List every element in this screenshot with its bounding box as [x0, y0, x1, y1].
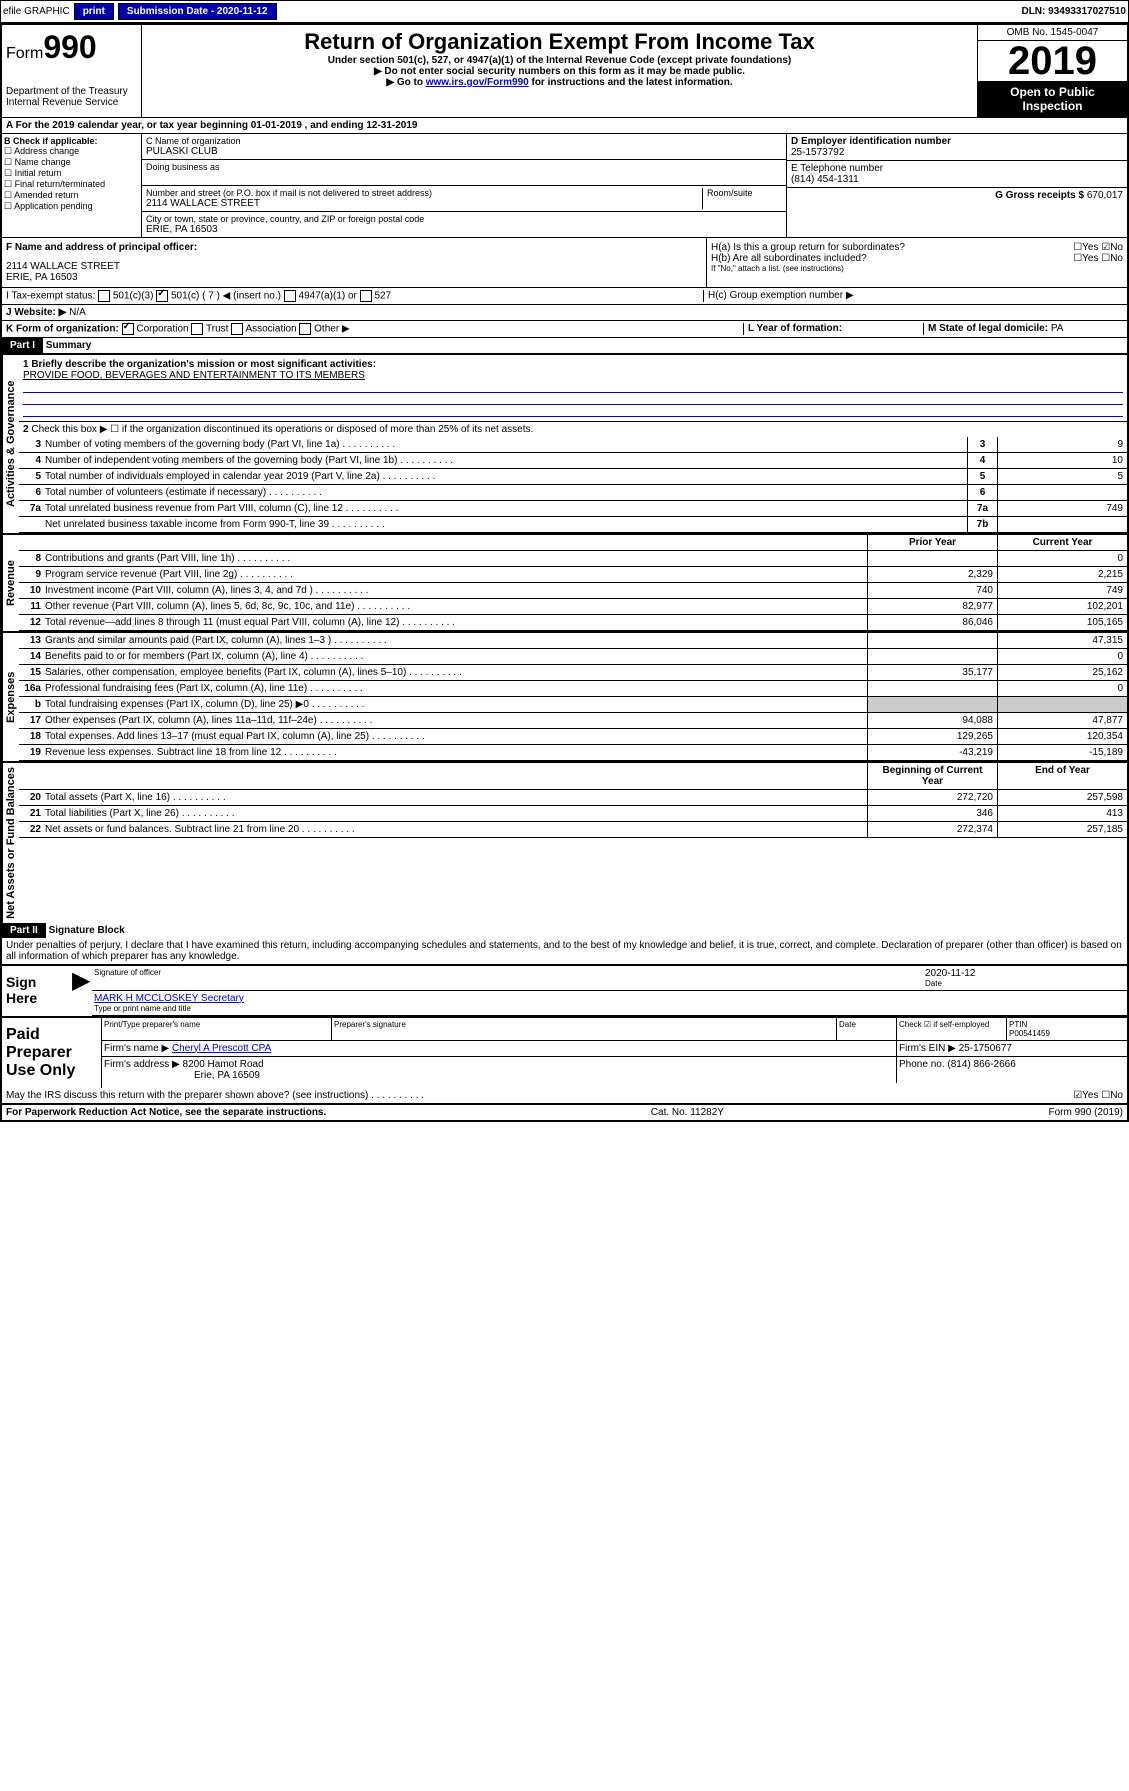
form-number: Form990 — [6, 29, 137, 66]
org-name-label: C Name of organization — [146, 136, 782, 146]
phone-value: (814) 454-1311 — [791, 174, 1123, 185]
print-button[interactable]: print — [74, 3, 114, 20]
city-label: City or town, state or province, country… — [146, 214, 782, 224]
gross-value: 670,017 — [1087, 190, 1123, 201]
paid-preparer: Paid Preparer Use Only Print/Type prepar… — [2, 1016, 1127, 1088]
section-i: I Tax-exempt status: 501(c)(3) 501(c) ( … — [2, 288, 1127, 305]
cb-assoc[interactable] — [231, 323, 243, 335]
cb-4947[interactable] — [284, 290, 296, 302]
sign-here-label: Sign Here — [2, 966, 72, 1016]
section-klm: K Form of organization: Corporation Trus… — [2, 321, 1127, 338]
ein-label: D Employer identification number — [791, 136, 1123, 147]
state-domicile: M State of legal domicile: PA — [923, 323, 1123, 335]
officer-name: MARK H MCCLOSKEY Secretary — [94, 993, 244, 1004]
form990-link[interactable]: www.irs.gov/Form990 — [426, 77, 529, 88]
section-j: J Website: ▶ N/A — [2, 305, 1127, 321]
org-name: PULASKI CLUB — [146, 146, 782, 157]
hc-row: H(c) Group exemption number ▶ — [703, 290, 1123, 302]
hb-row: H(b) Are all subordinates included? ☐Yes… — [711, 253, 1123, 264]
dln: DLN: 93493317027510 — [1021, 6, 1126, 17]
tax-year: 2019 — [978, 41, 1127, 81]
org-city: ERIE, PA 16503 — [146, 224, 782, 235]
dept-treasury: Department of the Treasury — [6, 86, 137, 97]
part1-header: Part I Summary — [2, 338, 1127, 354]
signature-block: Sign Here ▶ Signature of officer 2020-11… — [2, 964, 1127, 1016]
subtitle-1: Under section 501(c), 527, or 4947(a)(1)… — [146, 55, 973, 66]
cb-other[interactable] — [299, 323, 311, 335]
open-public: Open to Public Inspection — [978, 81, 1127, 117]
org-address: 2114 WALLACE STREET — [146, 198, 702, 209]
cb-501c[interactable] — [156, 290, 168, 302]
addr-label: Number and street (or P.O. box if mail i… — [146, 188, 702, 198]
form-header: Form990 Department of the Treasury Inter… — [2, 25, 1127, 118]
officer-addr1: 2114 WALLACE STREET — [6, 261, 702, 272]
irs-label: Internal Revenue Service — [6, 97, 137, 108]
cb-corp[interactable] — [122, 323, 134, 335]
officer-addr2: ERIE, PA 16503 — [6, 272, 702, 283]
cb-527[interactable] — [360, 290, 372, 302]
cb-trust[interactable] — [191, 323, 203, 335]
top-bar: efile GRAPHIC print Submission Date - 20… — [0, 0, 1129, 23]
dba-label: Doing business as — [146, 162, 782, 172]
subtitle-2: ▶ Do not enter social security numbers o… — [146, 66, 973, 77]
firm-name: Cheryl A Prescott CPA — [172, 1043, 271, 1054]
room-label: Room/suite — [707, 188, 782, 198]
form-container: Form990 Department of the Treasury Inter… — [0, 23, 1129, 1122]
cb-amended[interactable]: ☐ Amended return — [4, 190, 139, 201]
officer-label: F Name and address of principal officer: — [6, 242, 702, 253]
submission-date: Submission Date - 2020-11-12 — [118, 3, 277, 20]
cb-name[interactable]: ☐ Name change — [4, 157, 139, 168]
cb-pending[interactable]: ☐ Application pending — [4, 201, 139, 212]
phone-label: E Telephone number — [791, 163, 1123, 174]
fgh-row: F Name and address of principal officer:… — [2, 238, 1127, 288]
perjury-text: Under penalties of perjury, I declare th… — [2, 938, 1127, 964]
sign-arrow-icon: ▶ — [72, 966, 92, 1016]
period-row: A For the 2019 calendar year, or tax yea… — [2, 118, 1127, 134]
summary-table: Activities & Governance1 Briefly describ… — [2, 354, 1127, 923]
paid-label: Paid Preparer Use Only — [2, 1018, 102, 1088]
gross-label: G Gross receipts $ — [995, 190, 1084, 201]
discuss-row: May the IRS discuss this return with the… — [2, 1088, 1127, 1104]
ha-row: H(a) Is this a group return for subordin… — [711, 242, 1123, 253]
part2-header: Part II Signature Block — [2, 923, 1127, 938]
ein-value: 25-1573792 — [791, 147, 1123, 158]
hb-note: If "No," attach a list. (see instruction… — [711, 264, 1123, 273]
subtitle-3: ▶ Go to www.irs.gov/Form990 for instruct… — [146, 77, 973, 88]
form-title: Return of Organization Exempt From Incom… — [146, 29, 973, 55]
footer: For Paperwork Reduction Act Notice, see … — [2, 1104, 1127, 1120]
info-grid: B Check if applicable: ☐ Address change … — [2, 134, 1127, 238]
year-formation: L Year of formation: — [743, 323, 923, 335]
efile-label: efile GRAPHIC — [3, 6, 70, 17]
cb-initial[interactable]: ☐ Initial return — [4, 168, 139, 179]
cb-address[interactable]: ☐ Address change — [4, 146, 139, 157]
cb-final[interactable]: ☐ Final return/terminated — [4, 179, 139, 190]
cb-501c3[interactable] — [98, 290, 110, 302]
section-b-title: B Check if applicable: — [4, 136, 139, 146]
